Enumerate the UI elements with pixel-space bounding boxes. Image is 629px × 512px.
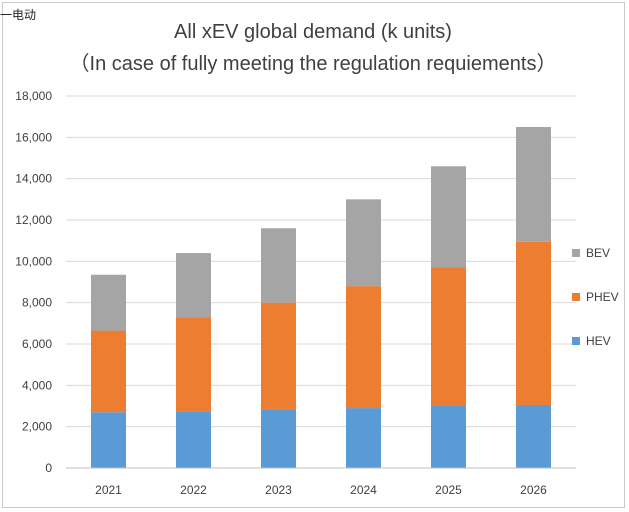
legend-swatch-phev [572,293,580,301]
legend-swatch-hev [572,337,580,345]
bar-bev-2024 [346,199,381,287]
chart-title: All xEV global demand (k units) [174,21,452,43]
bar-bev-2026 [516,127,551,242]
bar-bev-2021 [91,274,126,331]
bar-bev-2025 [431,166,466,268]
bar-phev-2024 [346,286,381,409]
y-tick-label: 2,000 [22,420,52,434]
x-axis: 2021 2022 2023 2024 2025 2026 [66,467,576,497]
bar-hev-2025 [431,406,466,468]
bar-hev-2021 [91,412,126,468]
bar-phev-2025 [431,267,466,406]
x-tick-label: 2025 [435,483,462,497]
x-tick-label: 2024 [350,483,377,497]
bar-hev-2026 [516,404,551,468]
bar-bev-2023 [261,228,296,303]
bar-phev-2021 [91,330,126,413]
x-tick-label: 2026 [520,483,547,497]
legend-swatch-bev [572,249,580,257]
bar-bev-2022 [176,253,211,318]
x-tick-label: 2021 [95,483,122,497]
y-tick-label: 14,000 [15,172,52,186]
y-tick-label: 0 [45,461,52,475]
bar-hev-2023 [261,409,296,468]
legend-label-hev: HEV [586,334,611,348]
x-tick-label: 2023 [265,483,292,497]
bars [91,127,551,468]
y-axis: 0 2,000 4,000 6,000 8,000 10,000 12,000 14,000 1… [15,89,52,475]
gridlines [66,95,576,469]
bar-phev-2023 [261,302,296,410]
legend-label-phev: PHEV [586,290,619,304]
bar-phev-2026 [516,241,551,405]
y-tick-label: 18,000 [15,89,52,103]
y-tick-label: 4,000 [22,378,52,392]
bar-hev-2024 [346,408,381,468]
x-tick-label: 2022 [180,483,207,497]
bar-phev-2022 [176,317,211,412]
y-tick-label: 12,000 [15,213,52,227]
bar-hev-2022 [176,411,211,468]
corner-label: 一电动 [0,8,37,22]
y-tick-label: 8,000 [22,296,52,310]
y-tick-label: 16,000 [15,130,52,144]
chart-subtitle: （In case of fully meeting the regulation… [70,52,557,75]
legend-label-bev: BEV [586,246,610,260]
y-tick-label: 6,000 [22,337,52,351]
legend: BEV PHEV HEV [572,246,619,348]
y-tick-label: 10,000 [15,254,52,268]
